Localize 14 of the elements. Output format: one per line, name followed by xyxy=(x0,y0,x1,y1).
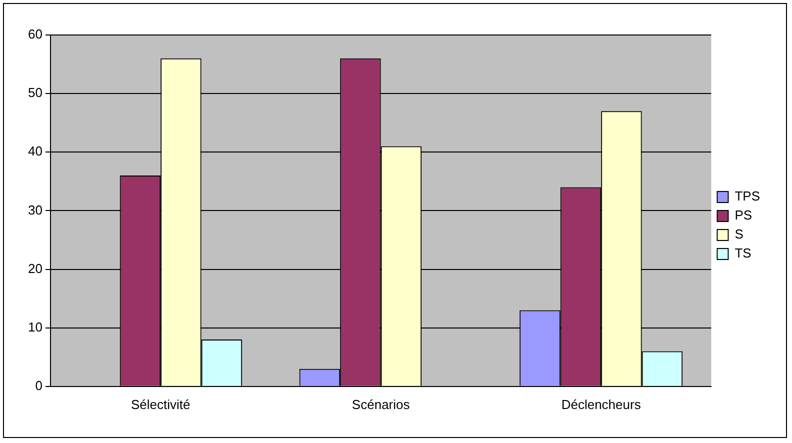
y-tick-label: 30 xyxy=(28,202,42,218)
legend-label: PS xyxy=(734,208,752,223)
x-tick-label: Scénarios xyxy=(352,396,410,412)
x-tick-label: Sélectivité xyxy=(130,396,190,412)
y-tick-label: 60 xyxy=(28,26,42,42)
y-tick-label: 0 xyxy=(35,378,42,393)
x-tick-label: Déclencheurs xyxy=(561,396,642,412)
y-tick-label: 10 xyxy=(28,319,42,334)
y-tick-label: 20 xyxy=(28,260,42,276)
legend-label: TS xyxy=(734,246,752,261)
y-tick-label: 40 xyxy=(28,144,42,159)
legend-label: S xyxy=(734,226,744,242)
legend-label: TPS xyxy=(734,188,760,204)
y-tick-label: 50 xyxy=(28,85,42,100)
